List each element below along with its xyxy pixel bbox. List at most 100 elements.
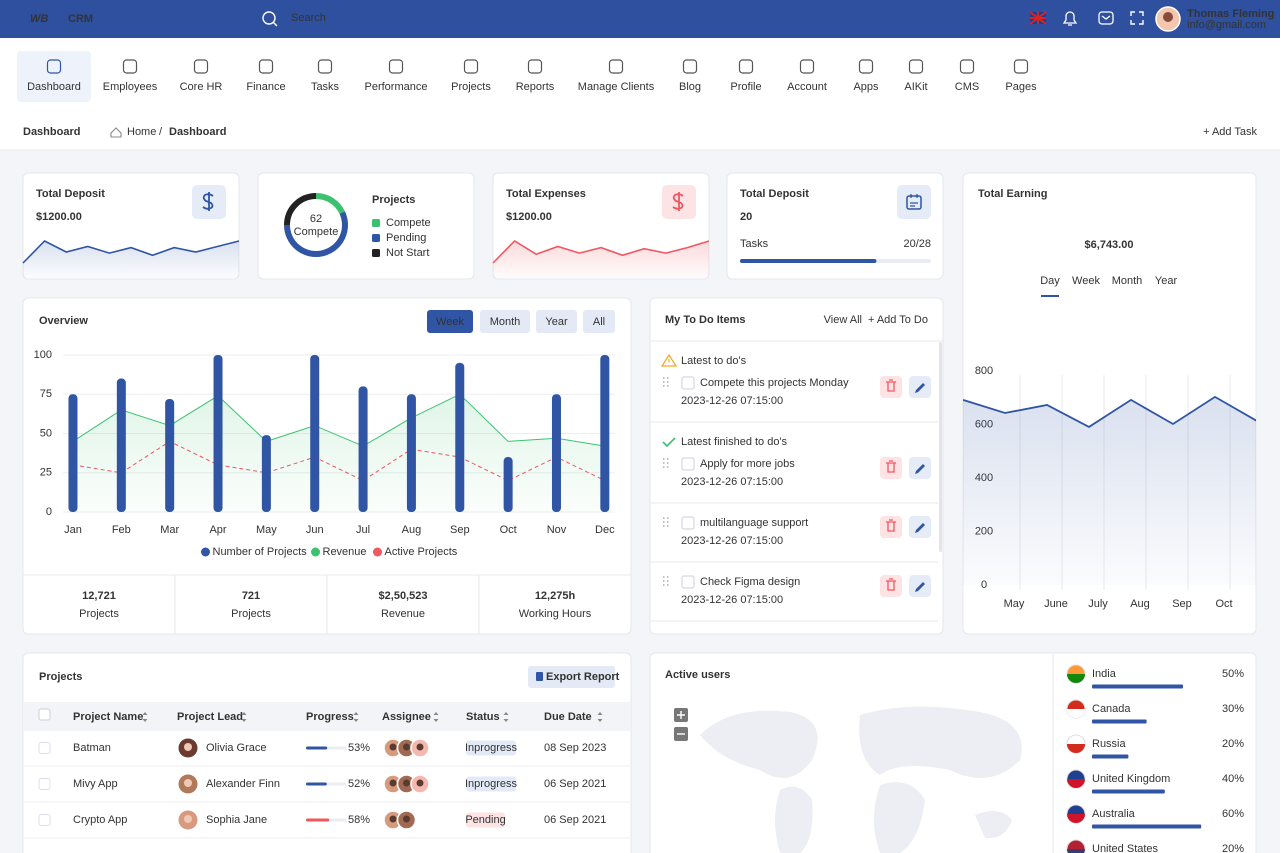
nav-item[interactable]: Employees (103, 81, 158, 93)
column-header[interactable]: Status (466, 711, 500, 723)
pencil-icon (915, 523, 925, 533)
todo-checkbox[interactable] (681, 575, 695, 589)
range-tab-bg[interactable] (583, 310, 615, 333)
zoom-in-icon (677, 711, 685, 719)
column-header[interactable]: Progress (306, 711, 354, 723)
column-header[interactable]: Project Name (73, 711, 143, 723)
todo-checkbox[interactable] (681, 376, 695, 390)
view-all[interactable]: View All (824, 314, 862, 326)
add-task[interactable]: + Add Task (1203, 126, 1257, 138)
period-tab[interactable]: Month (1112, 275, 1143, 287)
export-label[interactable]: Export Report (546, 671, 620, 683)
todo-checkbox[interactable] (681, 457, 695, 471)
bar (68, 394, 78, 512)
pencil-icon (915, 582, 925, 592)
nav-item[interactable]: Projects (451, 81, 491, 93)
country-name: Canada (1092, 703, 1131, 715)
period-tab[interactable]: Day (1040, 275, 1060, 287)
scrollbar (939, 342, 942, 552)
tasks-card (726, 172, 944, 280)
nav-icon (959, 59, 975, 74)
sparkline (492, 239, 710, 264)
delete-button[interactable] (880, 516, 902, 538)
range-tab[interactable]: Week (436, 316, 464, 328)
delete-button[interactable] (880, 457, 902, 479)
search-input[interactable]: Search (291, 12, 326, 24)
brand: CRM (68, 13, 93, 25)
range-tab-bg[interactable] (480, 310, 530, 333)
bell-icon[interactable] (1062, 11, 1078, 26)
range-tab-bg[interactable] (536, 310, 577, 333)
nav-item[interactable]: AIKit (904, 81, 927, 93)
legend-label: Pending (386, 232, 426, 244)
fullscreen-icon[interactable] (1130, 11, 1144, 25)
nav-icon (799, 59, 815, 74)
nav-item[interactable]: Manage Clients (578, 81, 655, 93)
add-todo[interactable]: + Add To Do (868, 314, 928, 326)
column-header[interactable]: Due Date (544, 711, 592, 723)
todo-text: multilanguage support (700, 517, 808, 529)
breadcrumb-bar (0, 115, 1280, 150)
progress-label: 52% (348, 778, 370, 790)
earning-line (963, 395, 1256, 428)
nav-item[interactable]: CMS (955, 81, 979, 93)
range-tab[interactable]: All (593, 316, 605, 328)
nav-item[interactable]: Core HR (180, 81, 223, 93)
delete-button[interactable] (880, 376, 902, 398)
bar (358, 386, 368, 512)
mail-icon[interactable] (1098, 11, 1114, 25)
nav-item[interactable]: Profile (730, 81, 761, 93)
header-checkbox[interactable] (38, 708, 51, 721)
country-share: 50% (1222, 668, 1244, 680)
breadcrumb-home[interactable]: Home (127, 126, 156, 138)
range-tab[interactable]: Year (545, 316, 568, 328)
nav-item[interactable]: Pages (1005, 81, 1037, 93)
legend-label: Active Projects (385, 546, 458, 558)
nav-item[interactable]: Reports (516, 81, 555, 93)
nav-item[interactable]: Account (787, 81, 827, 93)
nav-item[interactable]: Finance (246, 81, 285, 93)
nav-item[interactable]: Tasks (311, 81, 340, 93)
x-tick-label: Jul (356, 524, 370, 536)
sort-icon (353, 712, 359, 722)
status-label: Inprogress (465, 742, 517, 754)
todo-checkbox[interactable] (681, 516, 695, 530)
card-amount: $1200.00 (36, 211, 82, 223)
country-flag-detail (1067, 674, 1085, 683)
search-icon-handle (273, 22, 278, 27)
status-label: Inprogress (465, 778, 517, 790)
country-name: United States (1092, 843, 1159, 853)
card-title: Total Expenses (506, 188, 586, 200)
country-share: 20% (1222, 843, 1244, 853)
row-checkbox[interactable] (38, 814, 51, 826)
period-tab[interactable]: Week (1072, 275, 1100, 287)
nav-item[interactable]: Blog (679, 81, 701, 93)
nav-icon (463, 59, 479, 74)
pencil-icon (915, 464, 925, 474)
stat-label: Working Hours (519, 608, 592, 620)
progress-fill (306, 818, 330, 822)
row-checkbox[interactable] (38, 778, 51, 790)
y-tick-label: 75 (40, 388, 52, 400)
nav-item[interactable]: Performance (365, 81, 428, 93)
stat-value: 12,275h (535, 590, 576, 602)
x-tick-label: June (1044, 598, 1068, 610)
export-button[interactable] (528, 666, 615, 688)
stat-value: 12,721 (82, 590, 116, 602)
status-badge (466, 776, 516, 792)
card-title: Overview (39, 315, 88, 327)
x-tick-label: Sep (450, 524, 470, 536)
bar (551, 394, 561, 512)
range-tab[interactable]: Month (490, 316, 521, 328)
range-tab-bg[interactable] (427, 310, 473, 333)
donut-value: 62 (310, 213, 322, 225)
column-header[interactable]: Assignee (382, 711, 431, 723)
column-header[interactable]: Project Lead (177, 711, 243, 723)
period-tab[interactable]: Year (1155, 275, 1178, 287)
nav-item[interactable]: Apps (853, 81, 879, 93)
progress-label: 58% (348, 814, 370, 826)
delete-button[interactable] (880, 575, 902, 597)
row-checkbox[interactable] (38, 742, 51, 754)
nav-item[interactable]: Dashboard (27, 81, 81, 93)
